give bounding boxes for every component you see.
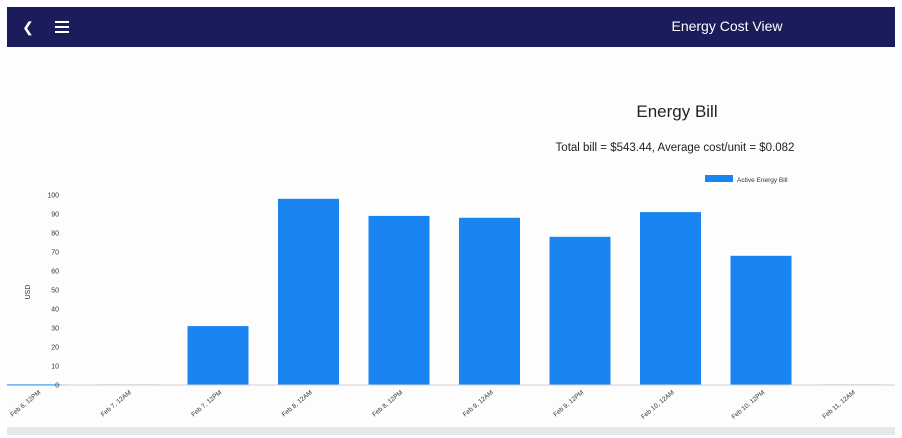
x-tick-label: Feb 10, 12AM xyxy=(640,389,676,421)
back-chevron-icon[interactable]: ❮ xyxy=(22,19,34,35)
y-tick-label: 100 xyxy=(47,193,59,200)
x-tick-label: Feb 6, 12PM xyxy=(9,389,42,418)
bar[interactable] xyxy=(187,326,249,385)
x-axis: Feb 6, 12PM Feb 7, 12AM Feb 7, 12PM Feb 8, … xyxy=(9,389,857,421)
y-tick-label: 20 xyxy=(51,345,59,352)
bar[interactable] xyxy=(459,217,520,385)
chart-panel: Energy Bill Total bill = $543.44, Averag… xyxy=(7,47,895,427)
app-window: ❮ Energy Cost View Energy Bill Total bil… xyxy=(7,7,895,435)
chart-subtitle: Total bill = $543.44, Average cost/unit … xyxy=(556,142,795,154)
legend-label: Active Energy Bill xyxy=(737,177,788,184)
hamburger-menu-icon[interactable] xyxy=(55,21,69,33)
y-tick-label: 70 xyxy=(51,250,59,257)
bar[interactable] xyxy=(549,236,611,385)
bar[interactable] xyxy=(7,384,68,386)
y-tick-label: 80 xyxy=(51,231,59,238)
y-tick-label: 0 xyxy=(55,383,59,390)
page-title: Energy Cost View xyxy=(671,18,783,34)
top-bar: ❮ Energy Cost View xyxy=(7,7,895,47)
y-tick-label: 60 xyxy=(51,269,59,276)
bar[interactable] xyxy=(278,198,339,385)
y-axis-label: USD xyxy=(25,285,32,300)
y-tick-label: 10 xyxy=(51,364,59,371)
y-tick-label: 30 xyxy=(51,326,59,333)
bottom-bar xyxy=(7,427,895,435)
x-tick-label: Feb 9, 12PM xyxy=(552,389,585,418)
y-tick-label: 50 xyxy=(51,288,59,295)
bar[interactable] xyxy=(640,212,701,385)
y-tick-label: 90 xyxy=(51,212,59,219)
x-tick-label: Feb 8, 12PM xyxy=(371,389,404,418)
x-tick-label: Feb 7, 12AM xyxy=(100,389,133,418)
x-tick-label: Feb 10, 12PM xyxy=(731,389,767,421)
x-tick-label: Feb 11, 12AM xyxy=(821,389,856,420)
legend-swatch xyxy=(705,175,733,182)
x-tick-label: Feb 7, 12PM xyxy=(190,389,223,418)
y-axis: 0 10 20 30 40 50 60 70 80 90 100 xyxy=(47,193,59,390)
bars xyxy=(7,198,882,386)
y-tick-label: 40 xyxy=(51,307,59,314)
bar[interactable] xyxy=(730,255,792,385)
x-tick-label: Feb 8, 12AM xyxy=(281,389,314,418)
energy-bill-chart: Energy Bill Total bill = $543.44, Averag… xyxy=(7,102,895,421)
bar[interactable] xyxy=(368,215,430,385)
x-tick-label: Feb 9, 12AM xyxy=(462,389,495,418)
chart-title: Energy Bill xyxy=(636,102,717,121)
